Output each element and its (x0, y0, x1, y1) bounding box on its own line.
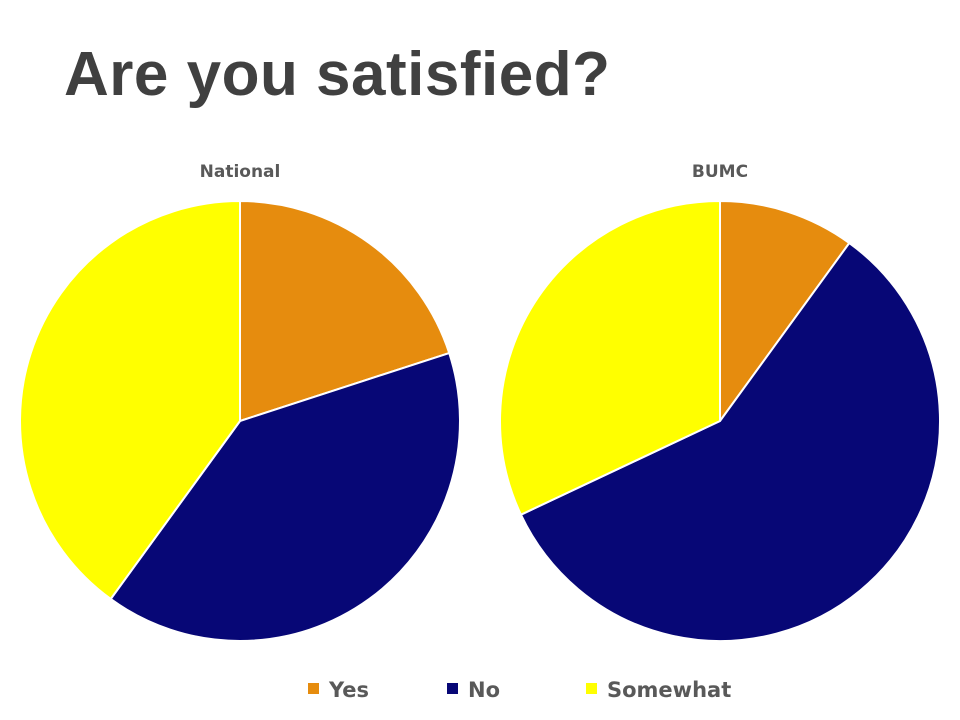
pie-slice-national-yes (239, 200, 451, 422)
pie-slice-national-no (109, 352, 461, 642)
legend-swatch-somewhat (586, 683, 597, 694)
legend-swatch-yes (308, 683, 319, 694)
pie-slice-bumc-yes (719, 200, 851, 422)
legend-swatch-no (447, 683, 458, 694)
legend-label-somewhat: Somewhat (607, 678, 731, 702)
legend-label-no: No (468, 678, 500, 702)
page-title: Are you satisfied? (64, 40, 611, 109)
chart-title-bumc: BUMC (692, 162, 748, 182)
pie-bumc (499, 200, 941, 643)
chart-title-national: National (200, 162, 281, 182)
legend: Yes No Somewhat (308, 678, 731, 702)
pie-national (19, 200, 461, 642)
pie-slice-bumc-no (519, 242, 941, 643)
pie-slice-national-somewhat (19, 200, 241, 600)
legend-label-yes: Yes (328, 678, 369, 702)
pie-slice-bumc-somewhat (499, 200, 721, 516)
